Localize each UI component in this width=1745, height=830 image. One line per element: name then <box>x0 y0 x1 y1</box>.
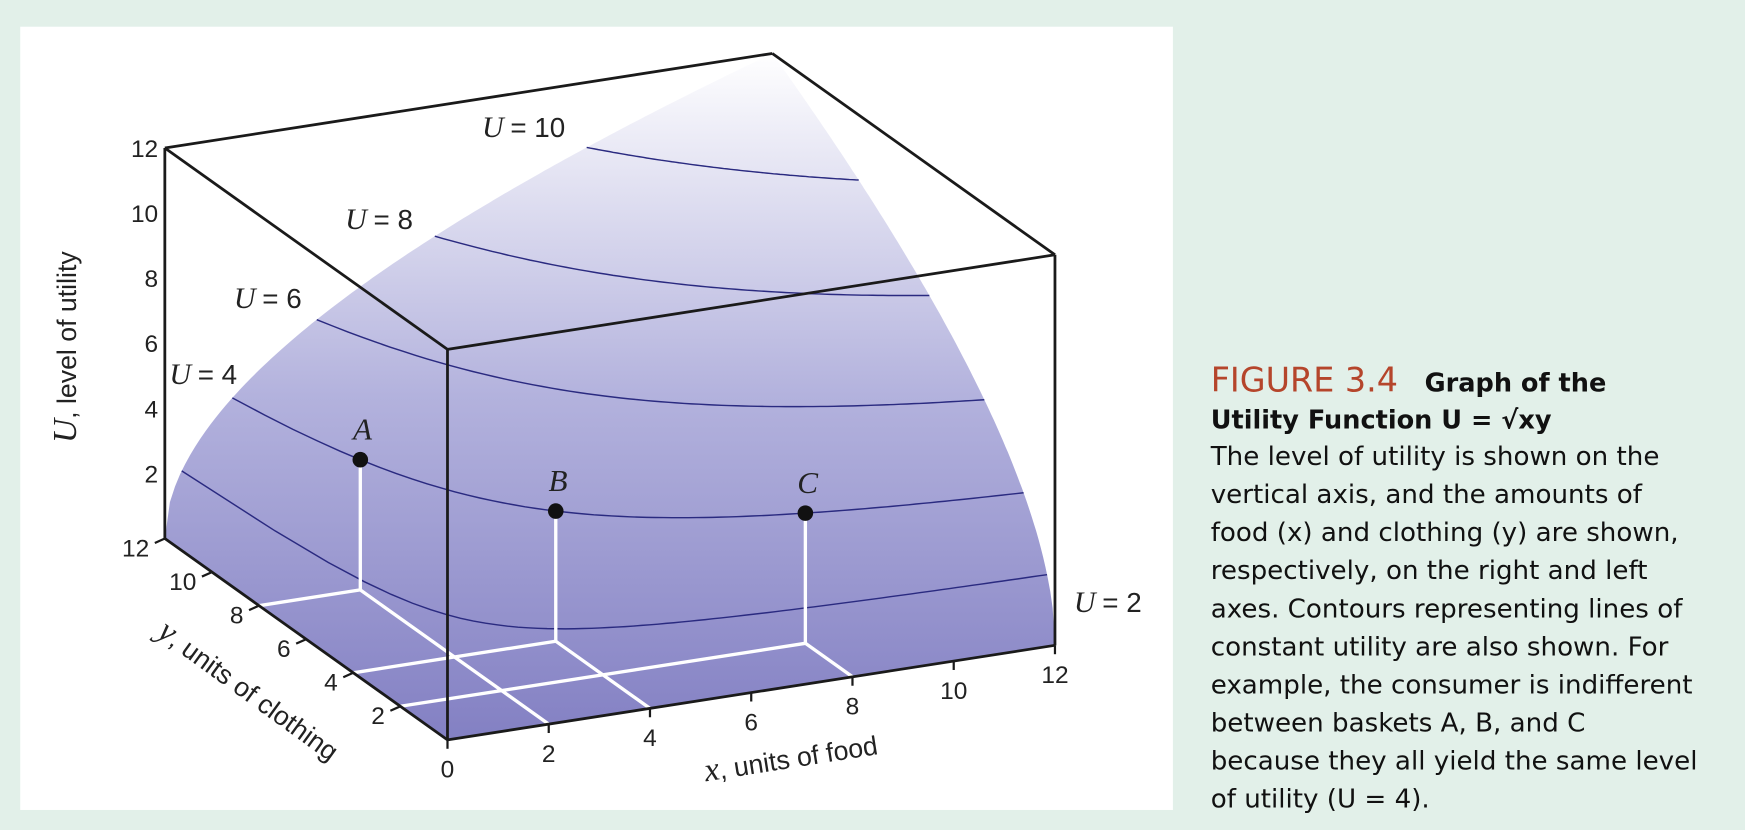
y-tick-label: 2 <box>371 703 385 730</box>
caption-line: respectively, on the right and left <box>1211 556 1648 586</box>
contour-label: U = 10 <box>482 111 565 144</box>
basket-point <box>797 505 814 521</box>
axis-var: x <box>700 750 722 789</box>
point-label: C <box>797 465 819 500</box>
point-label: B <box>548 463 567 498</box>
x-tick-label: 6 <box>744 709 758 736</box>
box-edge <box>164 146 449 351</box>
caption-line: food (x) and clothing (y) are shown, <box>1211 518 1679 548</box>
x-tick-label: 4 <box>643 725 657 752</box>
x-tick-label: 12 <box>1041 662 1068 689</box>
contour-label: U = 6 <box>234 282 302 315</box>
y-tick <box>342 671 354 679</box>
u-tick-label: 2 <box>145 461 159 488</box>
contour-label: U = 2 <box>1074 586 1142 619</box>
u-tick-label: 6 <box>145 331 159 358</box>
basket-point <box>352 451 369 468</box>
caption-line: The level of utility is shown on the <box>1210 442 1660 472</box>
contour-value: = 10 <box>510 112 565 143</box>
box-edge <box>771 52 1056 256</box>
caption-line: because they all yield the same level <box>1211 746 1698 776</box>
y-tick <box>248 604 260 612</box>
caption-line: between baskets A, B, and C <box>1211 708 1586 738</box>
y-tick <box>201 571 213 578</box>
floor-guide <box>400 641 854 708</box>
caption-line: constant utility are also shown. For <box>1211 632 1669 662</box>
axis-label: , level of utility <box>52 251 82 419</box>
caption-line: vertical axis, and the amounts of <box>1211 480 1643 510</box>
y-tick-label: 12 <box>122 535 149 562</box>
u-tick-label: 10 <box>131 201 158 228</box>
contour-label: U = 8 <box>345 203 413 236</box>
contour-value: = 6 <box>262 283 301 314</box>
y-tick-label: 4 <box>324 670 338 697</box>
contour-line <box>231 397 1024 519</box>
contour-line <box>181 470 1048 630</box>
figure-title: Graph of the <box>1425 369 1607 399</box>
point-label: A <box>351 412 373 447</box>
contour-line <box>586 146 859 181</box>
axis-var: U <box>47 417 84 443</box>
u-tick-label: 4 <box>145 396 159 423</box>
contour-value: = 4 <box>198 359 237 390</box>
box-edge <box>164 52 773 150</box>
basket-point <box>547 503 564 519</box>
u-tick-label: 8 <box>145 266 159 293</box>
floor-guide <box>258 588 550 726</box>
x-tick-label: 10 <box>940 678 967 705</box>
contour-var: U <box>482 111 506 144</box>
caption-line: axes. Contours representing lines of <box>1211 594 1683 624</box>
x-tick-label: 0 <box>441 757 455 784</box>
contour-value: = 2 <box>1102 587 1141 618</box>
contour-var: U <box>234 282 258 315</box>
contour-line <box>316 318 985 408</box>
caption-line: example, the consumer is indifferent <box>1211 670 1693 700</box>
y-tick-label: 10 <box>169 569 196 596</box>
y-tick <box>154 537 166 545</box>
contour-var: U <box>345 203 369 236</box>
y-tick <box>295 638 307 645</box>
contour-line <box>434 235 930 297</box>
y-tick <box>389 705 401 712</box>
caption-line: of utility (U = 4). <box>1211 785 1430 815</box>
contour-var: U <box>169 358 193 391</box>
contour-label: U = 4 <box>169 358 237 391</box>
y-tick-label: 6 <box>277 636 291 663</box>
y-tick-label: 8 <box>230 602 244 629</box>
figure-number: FIGURE 3.4 <box>1211 361 1398 400</box>
caption-heading: FIGURE 3.4 Graph of the <box>1211 361 1607 400</box>
x-tick-label: 2 <box>542 741 556 768</box>
box-edge <box>447 253 1056 351</box>
x-tick-label: 8 <box>846 694 860 721</box>
u_axis-title: U, level of utility <box>47 251 84 443</box>
u-tick-label: 12 <box>131 136 158 163</box>
contour-value: = 8 <box>374 204 413 235</box>
caption: FIGURE 3.4 Graph of the Utility Function U… <box>1210 361 1698 815</box>
figure-title: Utility Function U = √xy <box>1211 405 1552 435</box>
contour-var: U <box>1074 586 1098 619</box>
